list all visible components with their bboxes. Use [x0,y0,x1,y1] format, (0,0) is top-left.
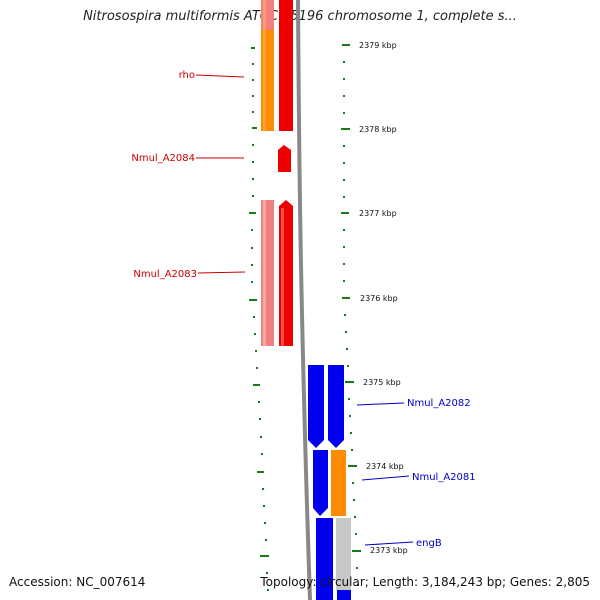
inner-tick-scale [249,47,269,591]
label-leaders [195,74,414,546]
gene-engb [336,518,351,590]
tick-label: 2374 kbp [366,462,404,471]
tick-label: 2377 kbp [359,209,397,218]
gene-label-nmul-a2083[interactable]: Nmul_A2083 [133,269,197,280]
scale-labels: 2379 kbp 2378 kbp 2377 kbp 2376 kbp 2375… [359,41,408,555]
tick-label: 2376 kbp [360,294,398,303]
tick-label: 2375 kbp [363,378,401,387]
tick-label: 2379 kbp [359,41,397,50]
gene-nmul-a2084 [278,145,291,172]
gene-nmul-a2083-light [261,200,274,346]
gene-block-blue-3 [316,518,333,600]
tick-label: 2373 kbp [370,546,408,555]
backbone-line [296,0,312,600]
gene-rho-orange [261,30,274,131]
gene-label-nmul-a2082[interactable]: Nmul_A2082 [407,398,471,409]
gene-label-rho[interactable]: rho [179,70,195,81]
gene-label-engb[interactable]: engB [416,538,442,549]
gene-nmul-a2082 [328,365,344,448]
accession-label: Accession: NC_007614 [9,575,146,589]
gene-block-blue-1 [308,365,324,448]
genome-summary: Topology: circular; Length: 3,184,243 bp… [260,575,590,589]
reverse-strand-features [261,0,293,346]
outer-tick-scale [341,44,361,586]
gene-label-nmul-a2084[interactable]: Nmul_A2084 [131,153,195,164]
gene-nmul-a2081 [331,450,346,516]
gene-labels: rho Nmul_A2084 Nmul_A2083 Nmul_A2082 Nmu… [131,70,475,549]
tick-label: 2378 kbp [359,125,397,134]
gene-block-blue-2 [313,450,328,516]
gene-label-nmul-a2081[interactable]: Nmul_A2081 [412,472,476,483]
forward-strand-features [308,365,351,600]
gene-rho [279,30,293,131]
